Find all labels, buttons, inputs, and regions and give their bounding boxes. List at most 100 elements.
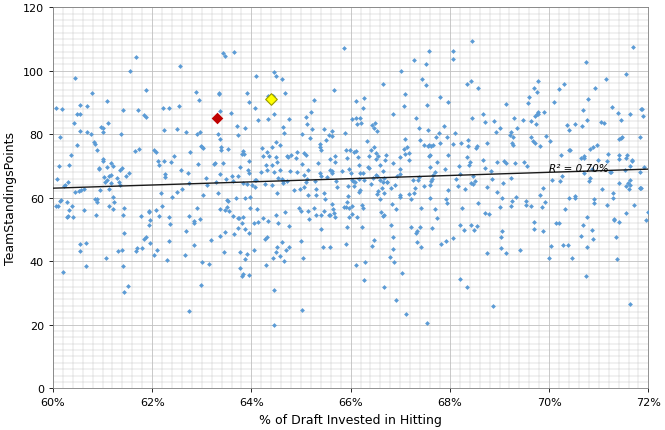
Point [316, 212, 327, 218]
Point [85, 131, 96, 138]
Point [197, 259, 207, 266]
Point [190, 89, 201, 96]
Point [218, 249, 229, 256]
Point [412, 228, 422, 235]
Point [239, 195, 250, 202]
Point [246, 182, 257, 189]
Point [442, 134, 452, 141]
Point [104, 173, 114, 180]
Point [198, 145, 208, 152]
Point [336, 169, 347, 175]
Point [215, 206, 225, 213]
Point [583, 97, 593, 104]
Point [620, 183, 631, 190]
Point [424, 153, 434, 160]
Point [414, 138, 425, 144]
Point [130, 248, 141, 255]
Point [63, 179, 73, 186]
Point [353, 177, 364, 184]
Point [90, 197, 100, 203]
Point [108, 206, 118, 213]
Point [448, 141, 458, 148]
Point [213, 90, 224, 97]
Point [209, 160, 220, 167]
Point [275, 253, 285, 260]
Point [181, 129, 192, 136]
Point [164, 105, 175, 112]
Point [198, 192, 208, 199]
Point [81, 240, 92, 247]
Point [439, 123, 450, 130]
Point [217, 50, 228, 57]
Point [460, 187, 470, 194]
Point [192, 132, 202, 138]
Point [257, 146, 267, 153]
Point [621, 155, 632, 162]
Point [434, 130, 445, 137]
Point [388, 246, 398, 253]
Point [249, 247, 259, 254]
Point [609, 217, 620, 224]
Point [370, 172, 381, 179]
Point [614, 136, 624, 143]
Point [243, 230, 254, 237]
Point [387, 201, 398, 208]
Point [396, 270, 407, 277]
Point [96, 124, 106, 131]
Point [226, 111, 237, 117]
Point [204, 261, 215, 268]
Point [251, 206, 262, 213]
Point [620, 211, 631, 218]
Point [456, 140, 466, 147]
Point [424, 142, 435, 149]
Point [597, 187, 607, 194]
Point [427, 142, 438, 149]
Point [133, 108, 144, 115]
Point [325, 167, 335, 174]
Point [243, 99, 254, 106]
Point [465, 181, 476, 187]
Point [462, 143, 473, 150]
Point [181, 227, 192, 234]
Point [636, 106, 646, 113]
Point [341, 204, 352, 211]
Point [268, 322, 279, 329]
Point [68, 214, 78, 221]
Point [492, 189, 503, 196]
Point [430, 169, 440, 176]
Point [245, 206, 255, 212]
Point [356, 203, 367, 209]
Point [249, 105, 260, 112]
Point [634, 185, 645, 192]
Point [377, 186, 388, 193]
Point [201, 175, 212, 182]
Point [332, 184, 342, 191]
Point [231, 195, 241, 202]
Point [279, 90, 290, 97]
Point [140, 87, 151, 94]
Point [233, 215, 243, 222]
Point [339, 205, 350, 212]
Point [75, 187, 86, 194]
Point [278, 178, 289, 184]
Point [621, 72, 632, 79]
Point [601, 158, 612, 165]
Point [625, 163, 636, 170]
Point [164, 221, 175, 228]
Point [284, 244, 295, 251]
Point [331, 178, 341, 184]
Point [501, 160, 511, 167]
Point [52, 176, 63, 183]
Point [273, 221, 284, 227]
Point [158, 105, 168, 112]
Point [559, 81, 569, 88]
Point [115, 181, 126, 188]
Point [260, 236, 271, 243]
Point [638, 113, 648, 120]
Point [233, 225, 244, 232]
Point [496, 234, 507, 241]
Point [462, 154, 473, 161]
Point [292, 169, 303, 176]
Point [273, 175, 284, 182]
Point [610, 234, 621, 241]
